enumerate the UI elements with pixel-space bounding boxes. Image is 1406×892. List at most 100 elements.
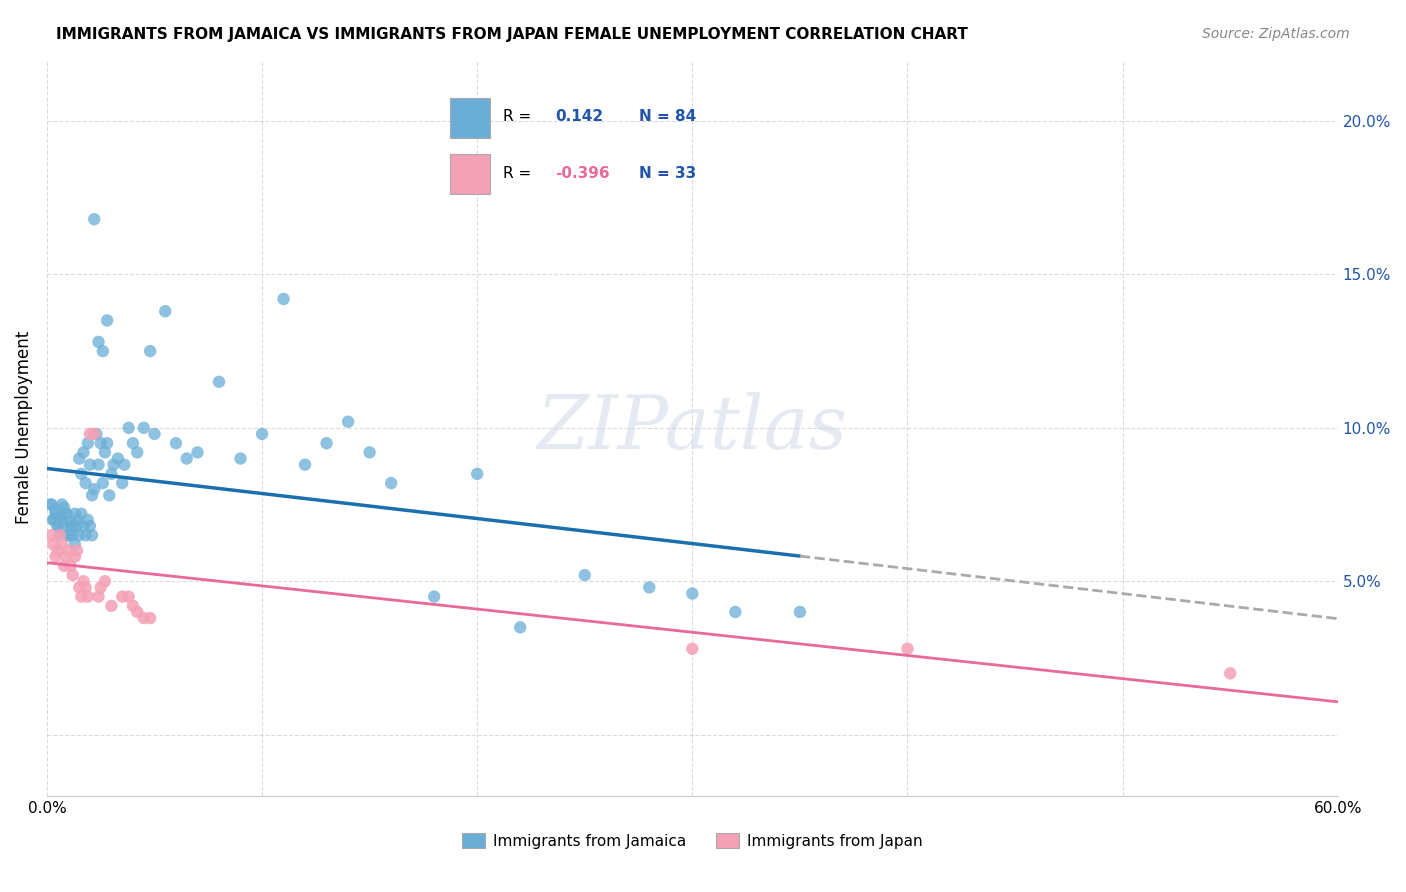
Point: [509, 620, 531, 634]
Point: [789, 605, 811, 619]
Point: [122, 599, 145, 613]
Text: IMMIGRANTS FROM JAMAICA VS IMMIGRANTS FROM JAPAN FEMALE UNEMPLOYMENT CORRELATION: IMMIGRANTS FROM JAMAICA VS IMMIGRANTS FR…: [56, 27, 969, 42]
Point: [91, 476, 114, 491]
Point: [127, 605, 149, 619]
Point: [87, 590, 110, 604]
Point: [67, 451, 90, 466]
Point: [42, 513, 65, 527]
Point: [91, 344, 114, 359]
Point: [294, 458, 316, 472]
Point: [132, 611, 155, 625]
Point: [83, 212, 105, 227]
Point: [80, 488, 103, 502]
Point: [103, 458, 125, 472]
Point: [139, 611, 162, 625]
Point: [155, 304, 177, 318]
Point: [75, 581, 97, 595]
Point: [49, 528, 72, 542]
Point: [111, 590, 134, 604]
Point: [66, 519, 89, 533]
Point: [98, 488, 121, 502]
Point: [72, 519, 94, 533]
Point: [63, 507, 86, 521]
Point: [76, 436, 98, 450]
Point: [359, 445, 381, 459]
Point: [79, 458, 101, 472]
Point: [1219, 666, 1241, 681]
Point: [87, 334, 110, 349]
Point: [87, 458, 110, 472]
Point: [76, 590, 98, 604]
Point: [76, 513, 98, 527]
Text: Source: ZipAtlas.com: Source: ZipAtlas.com: [1202, 27, 1350, 41]
Point: [724, 605, 747, 619]
Point: [51, 498, 73, 512]
Point: [111, 476, 134, 491]
Point: [423, 590, 446, 604]
Point: [72, 445, 94, 459]
Point: [122, 436, 145, 450]
Legend: Immigrants from Jamaica, Immigrants from Japan: Immigrants from Jamaica, Immigrants from…: [456, 827, 929, 855]
Point: [62, 568, 84, 582]
Point: [39, 528, 62, 542]
Point: [117, 590, 139, 604]
Point: [117, 421, 139, 435]
Point: [96, 436, 118, 450]
Point: [208, 375, 231, 389]
Point: [250, 427, 273, 442]
Point: [39, 498, 62, 512]
Point: [229, 451, 252, 466]
Point: [681, 586, 703, 600]
Point: [139, 344, 162, 359]
Point: [59, 558, 82, 573]
Point: [79, 427, 101, 442]
Point: [94, 445, 117, 459]
Point: [55, 507, 77, 521]
Point: [46, 519, 69, 533]
Point: [273, 292, 295, 306]
Point: [70, 507, 93, 521]
Y-axis label: Female Unemployment: Female Unemployment: [15, 331, 32, 524]
Point: [83, 427, 105, 442]
Point: [66, 543, 89, 558]
Point: [112, 458, 135, 472]
Point: [79, 519, 101, 533]
Point: [72, 574, 94, 589]
Point: [107, 451, 129, 466]
Point: [90, 581, 112, 595]
Point: [86, 427, 108, 442]
Point: [90, 436, 112, 450]
Point: [132, 421, 155, 435]
Point: [51, 513, 73, 527]
Point: [44, 507, 66, 521]
Point: [75, 476, 97, 491]
Point: [896, 641, 918, 656]
Point: [127, 445, 149, 459]
Point: [638, 581, 661, 595]
Point: [53, 500, 76, 515]
Point: [186, 445, 208, 459]
Point: [42, 537, 65, 551]
Point: [46, 543, 69, 558]
Point: [143, 427, 166, 442]
Point: [465, 467, 488, 481]
Point: [165, 436, 187, 450]
Point: [58, 528, 80, 542]
Point: [96, 313, 118, 327]
Point: [176, 451, 198, 466]
Point: [75, 528, 97, 542]
Point: [59, 519, 82, 533]
Point: [70, 467, 93, 481]
Point: [58, 528, 80, 542]
Point: [63, 537, 86, 551]
Point: [380, 476, 402, 491]
Point: [681, 641, 703, 656]
Point: [53, 519, 76, 533]
Point: [574, 568, 596, 582]
Point: [55, 549, 77, 564]
Point: [59, 516, 82, 530]
Point: [315, 436, 337, 450]
Point: [53, 558, 76, 573]
Point: [46, 519, 69, 533]
Point: [49, 509, 72, 524]
